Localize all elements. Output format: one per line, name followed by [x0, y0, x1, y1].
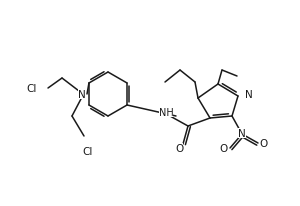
- Text: N: N: [238, 128, 246, 138]
- Text: O: O: [260, 138, 268, 148]
- Text: O: O: [220, 143, 228, 153]
- Text: N: N: [245, 90, 253, 99]
- Text: Cl: Cl: [83, 146, 93, 156]
- Text: Cl: Cl: [27, 84, 37, 94]
- Text: NH: NH: [159, 108, 173, 117]
- Text: O: O: [175, 143, 183, 153]
- Text: N: N: [78, 90, 86, 99]
